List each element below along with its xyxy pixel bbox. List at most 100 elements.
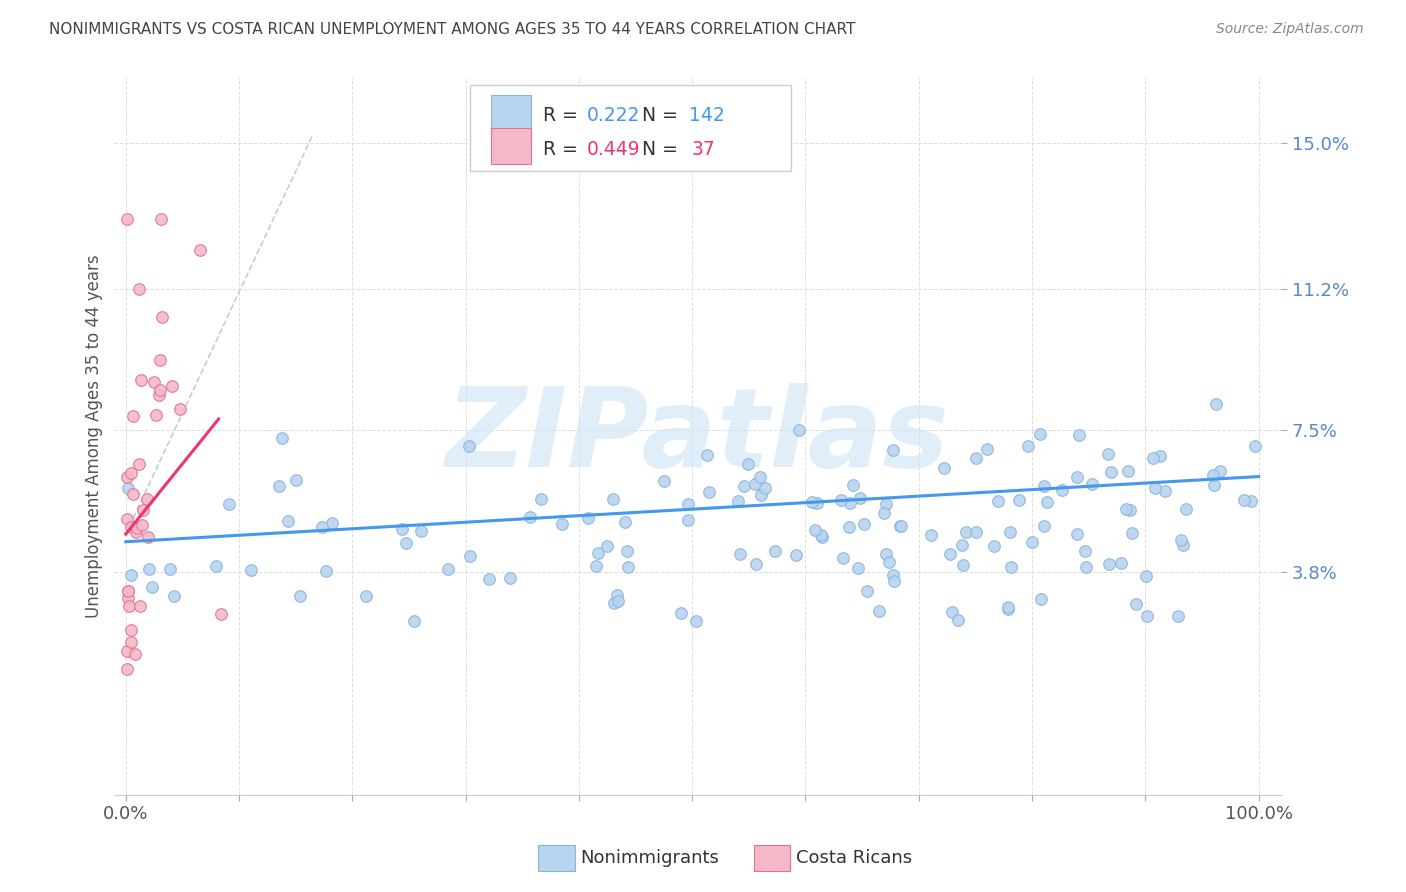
Point [676, 497, 699, 511]
Point [1069, 428, 1091, 442]
Point [315, 564, 337, 578]
Point [240, 563, 263, 577]
Text: 37: 37 [692, 140, 716, 159]
Point [129, 374, 152, 388]
Text: R =: R = [543, 106, 583, 125]
Point [149, 352, 172, 367]
Point [150, 212, 173, 227]
Point [1066, 470, 1088, 484]
Point [987, 494, 1010, 508]
Point [115, 512, 138, 526]
Point [1098, 557, 1121, 571]
Text: 142: 142 [689, 106, 724, 125]
Point [838, 496, 860, 510]
Point [787, 424, 810, 438]
Point [142, 375, 165, 389]
Point [606, 588, 628, 602]
Point [1052, 483, 1074, 497]
Point [1101, 465, 1123, 479]
Point [882, 568, 904, 582]
Point [652, 474, 675, 488]
Point [1032, 479, 1054, 493]
Point [603, 596, 626, 610]
Point [678, 513, 700, 527]
Point [849, 491, 872, 505]
Point [1240, 493, 1263, 508]
Point [138, 530, 160, 544]
Point [685, 614, 707, 628]
Point [998, 525, 1021, 540]
Point [745, 557, 768, 571]
Point [121, 487, 143, 501]
Point [321, 516, 343, 530]
Text: ZIPatlas: ZIPatlas [446, 383, 949, 490]
Point [135, 491, 157, 506]
Point [519, 510, 541, 524]
Point [149, 384, 172, 398]
Point [1205, 397, 1227, 411]
Point [596, 539, 619, 553]
Text: R =: R = [543, 140, 583, 159]
Y-axis label: Unemployment Among Ages 35 to 44 years: Unemployment Among Ages 35 to 44 years [86, 254, 103, 618]
Point [1000, 559, 1022, 574]
Text: Source: ZipAtlas.com: Source: ZipAtlas.com [1216, 22, 1364, 37]
Point [117, 644, 139, 658]
Text: 0.449: 0.449 [586, 140, 641, 159]
Point [148, 388, 170, 402]
Point [391, 522, 413, 536]
Point [478, 572, 501, 586]
Point [115, 662, 138, 676]
Point [117, 584, 139, 599]
Point [939, 547, 962, 561]
Text: 0.222: 0.222 [586, 106, 640, 125]
Point [920, 528, 942, 542]
Point [1209, 464, 1232, 478]
Point [754, 481, 776, 495]
Point [120, 623, 142, 637]
Point [749, 488, 772, 502]
Point [218, 497, 240, 511]
Point [128, 599, 150, 613]
Point [128, 282, 150, 296]
Point [132, 503, 155, 517]
Point [733, 479, 755, 493]
Point [205, 558, 228, 573]
Point [1066, 527, 1088, 541]
Point [1202, 467, 1225, 482]
Point [997, 602, 1019, 616]
Point [115, 469, 138, 483]
Point [458, 439, 481, 453]
Point [983, 539, 1005, 553]
Point [830, 493, 852, 508]
Point [159, 562, 181, 576]
Point [846, 561, 869, 575]
Point [875, 497, 897, 511]
Point [671, 606, 693, 620]
Point [602, 491, 624, 506]
Point [852, 517, 875, 532]
Point [616, 544, 638, 558]
Point [585, 558, 607, 573]
Point [409, 524, 432, 538]
Point [1121, 526, 1143, 541]
Point [1142, 450, 1164, 465]
FancyBboxPatch shape [491, 128, 531, 163]
Point [138, 562, 160, 576]
Point [1149, 450, 1171, 464]
Text: Costa Ricans: Costa Ricans [796, 849, 912, 867]
Point [889, 519, 911, 533]
Point [122, 409, 145, 423]
Point [1097, 447, 1119, 461]
Point [696, 448, 718, 462]
Point [118, 599, 141, 613]
Point [169, 402, 191, 417]
Point [868, 604, 890, 618]
Point [270, 431, 292, 445]
Point [115, 212, 138, 227]
Point [1074, 560, 1097, 574]
Point [458, 549, 481, 563]
Point [1028, 427, 1050, 442]
Point [952, 558, 974, 573]
Point [873, 506, 896, 520]
Point [1007, 493, 1029, 508]
